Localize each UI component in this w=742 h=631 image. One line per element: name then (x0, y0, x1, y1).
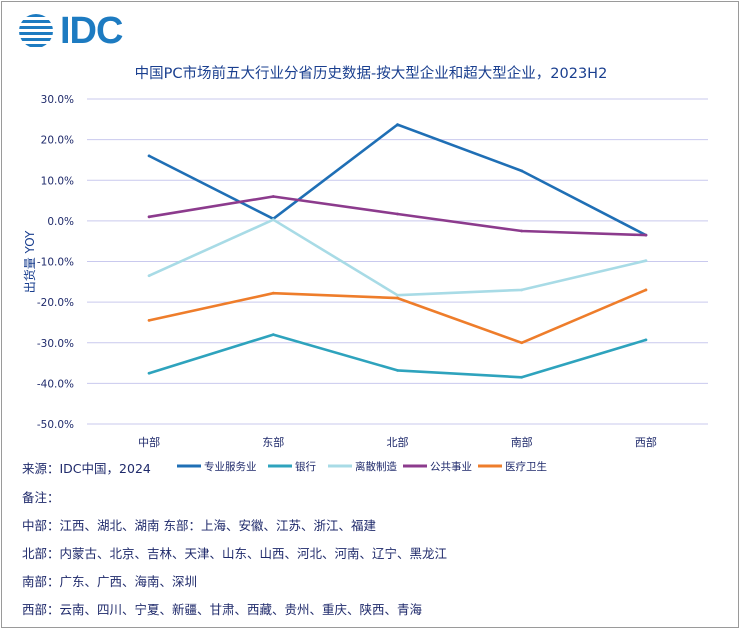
chart-title: 中国PC市场前五大行业分省历史数据-按大型企业和超大型企业，2023H2 (134, 66, 608, 82)
data-point (644, 259, 648, 263)
series-line (147, 195, 648, 237)
data-point (271, 291, 275, 295)
data-point (520, 288, 524, 292)
y-tick-label: -10.0% (37, 257, 74, 269)
data-point (520, 341, 524, 345)
data-point (520, 375, 524, 379)
data-point (147, 215, 151, 219)
legend-label: 离散制造 (355, 460, 397, 473)
data-point (396, 296, 399, 300)
x-tick-label: 北部 (387, 435, 409, 449)
idc-logo: IDC (16, 9, 123, 52)
x-tick-label: 西部 (635, 435, 657, 449)
y-tick-label: 20.0% (41, 135, 74, 147)
data-point (271, 218, 275, 222)
data-point (520, 169, 524, 173)
x-tick-label: 东部 (262, 435, 284, 449)
data-point (271, 195, 275, 198)
globe-icon (19, 14, 53, 47)
data-point (271, 333, 275, 337)
data-point (396, 368, 399, 372)
data-point (396, 123, 399, 126)
data-point (644, 233, 648, 237)
region-note-west: 西部：云南、四川、宁夏、新疆、甘肃、西藏、贵州、重庆、陕西、青海 (22, 602, 423, 617)
legend-label: 银行 (295, 460, 316, 473)
y-axis-label: 出货量 YOY (22, 230, 37, 293)
y-tick-label: 10.0% (41, 175, 74, 187)
data-point (644, 338, 648, 342)
x-tick-label: 南部 (511, 435, 533, 449)
y-tick-label: -50.0% (37, 419, 74, 431)
region-note-south: 南部：广东、广西、海南、深圳 (22, 574, 198, 589)
data-point (147, 319, 151, 322)
y-tick-label: -20.0% (37, 297, 74, 309)
logo-text: IDC (60, 9, 123, 52)
data-point (396, 212, 399, 216)
series-line (147, 218, 648, 297)
region-note-central-east: 中部：江西、湖北、湖南 东部：上海、安徽、江苏、浙江、福建 (22, 518, 376, 533)
y-tick-label: -40.0% (37, 378, 74, 390)
data-point (147, 274, 151, 278)
region-note-north: 北部：内蒙古、北京、吉林、天津、山东、山西、河北、河南、辽宁、黑龙江 (22, 546, 448, 561)
data-point (644, 288, 648, 292)
data-point (396, 293, 399, 297)
y-tick-label: -30.0% (37, 338, 74, 350)
notes-label: 备注： (22, 490, 60, 505)
source-note: 来源：IDC中国，2024 (22, 461, 151, 476)
legend-label: 公共事业 (430, 460, 472, 473)
y-tick-label: 0.0% (47, 216, 74, 228)
legend-label: 专业服务业 (204, 460, 257, 473)
y-tick-label: 30.0% (41, 94, 74, 106)
legend-label: 医疗卫生 (505, 460, 547, 473)
data-point (147, 371, 151, 375)
data-point (147, 154, 151, 158)
data-point (520, 229, 524, 233)
x-tick-label: 中部 (138, 435, 160, 449)
